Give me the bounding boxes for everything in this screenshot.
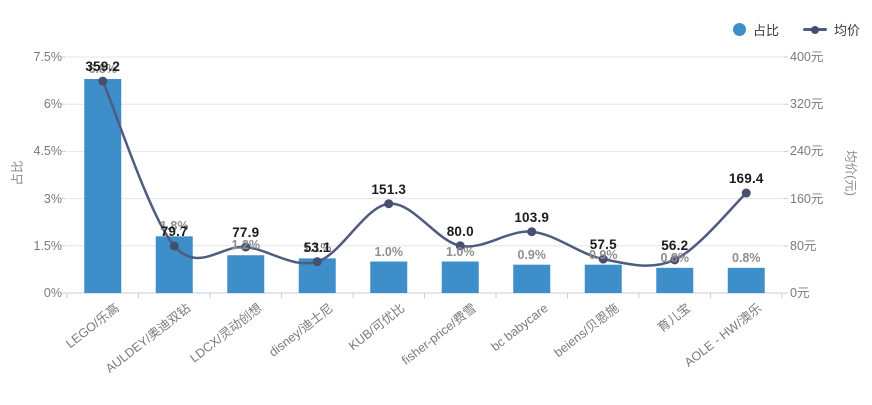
price-value-label: 57.5 [589,237,617,253]
price-value-label: 169.4 [728,171,764,187]
line-marker-beiens/贝恩施[interactable] [598,254,608,264]
bar-育儿宝[interactable] [656,267,694,293]
bar-beiens/贝恩施[interactable] [584,264,622,293]
price-value-label: 79.7 [160,223,188,239]
left-axis-tick-label: 3% [43,191,62,206]
avg-price-line [101,80,748,267]
bar-value-label: 0.8% [660,250,690,265]
bar-AOLE - HW/澳乐[interactable] [727,267,765,293]
left-axis-tick-label: 6% [43,97,62,112]
line-marker-fisher-price/费雪[interactable] [455,241,465,251]
bar-value-label: 1.0% [374,244,404,259]
price-value-label: 53.1 [303,239,331,255]
left-axis-tick-label: 7.5% [33,50,63,64]
bar-value-label: 1.0% [446,244,475,259]
legend-avg-price-label: 均价 [833,23,860,38]
line-marker-AOLE - HW/澳乐[interactable] [741,188,751,198]
bar-series-legend-icon [732,23,746,36]
right-axis-tick-label: 160元 [790,191,824,206]
price-value-label: 359.2 [85,59,121,75]
left-axis-tick-label: 1.5% [33,238,63,253]
bar-value-label: 0.8% [732,250,761,265]
right-axis-tick-label: 240元 [790,144,824,159]
line-marker-AULDEY/奥迪双钻[interactable] [169,241,179,251]
bar-value-label: 0.9% [517,247,547,262]
bar-bc babycare[interactable] [513,264,551,293]
price-value-label: 151.3 [371,181,407,197]
price-value-label: 77.9 [232,225,260,241]
bar-value-label: 1.8% [160,219,189,234]
bar-LDCX/灵动创想[interactable] [227,255,265,293]
bar-value-label: 1.2% [231,238,261,253]
line-marker-KUB/可优比[interactable] [384,199,394,209]
line-marker-育儿宝[interactable] [670,255,680,265]
bar-value-label: 1.1% [303,241,332,256]
bar-KUB/可优比[interactable] [370,261,408,293]
price-value-label: 103.9 [514,209,550,225]
legend-item-avg-price[interactable]: 均价 [802,20,860,39]
right-axis-tick-label: 80元 [790,238,817,253]
price-value-label: 56.2 [661,237,689,253]
left-axis-tick-label: 4.5% [33,144,63,159]
right-axis-tick-label: 320元 [790,97,824,112]
line-marker-disney/迪士尼[interactable] [312,257,322,267]
right-axis-tick-label: 0元 [790,286,810,300]
line-marker-bc babycare[interactable] [527,227,537,237]
bar-value-label: 0.9% [589,247,618,262]
bar-fisher-price/费雪[interactable] [441,261,479,293]
line-series-legend-icon [802,23,827,36]
legend-ratio-label: 占比 [752,23,779,38]
bar-value-label: 6.8% [88,62,118,77]
right-axis-tick-label: 400元 [790,50,824,64]
legend-item-ratio[interactable]: 占比 [732,20,779,39]
bar-LEGO/乐高[interactable] [84,79,122,293]
price-value-label: 80.0 [446,223,474,239]
legend: 占比 均价 [732,20,860,39]
left-axis-tick-label: 0% [43,286,62,300]
line-marker-LDCX/灵动创想[interactable] [241,242,251,252]
line-marker-LEGO/乐高[interactable] [98,76,108,86]
